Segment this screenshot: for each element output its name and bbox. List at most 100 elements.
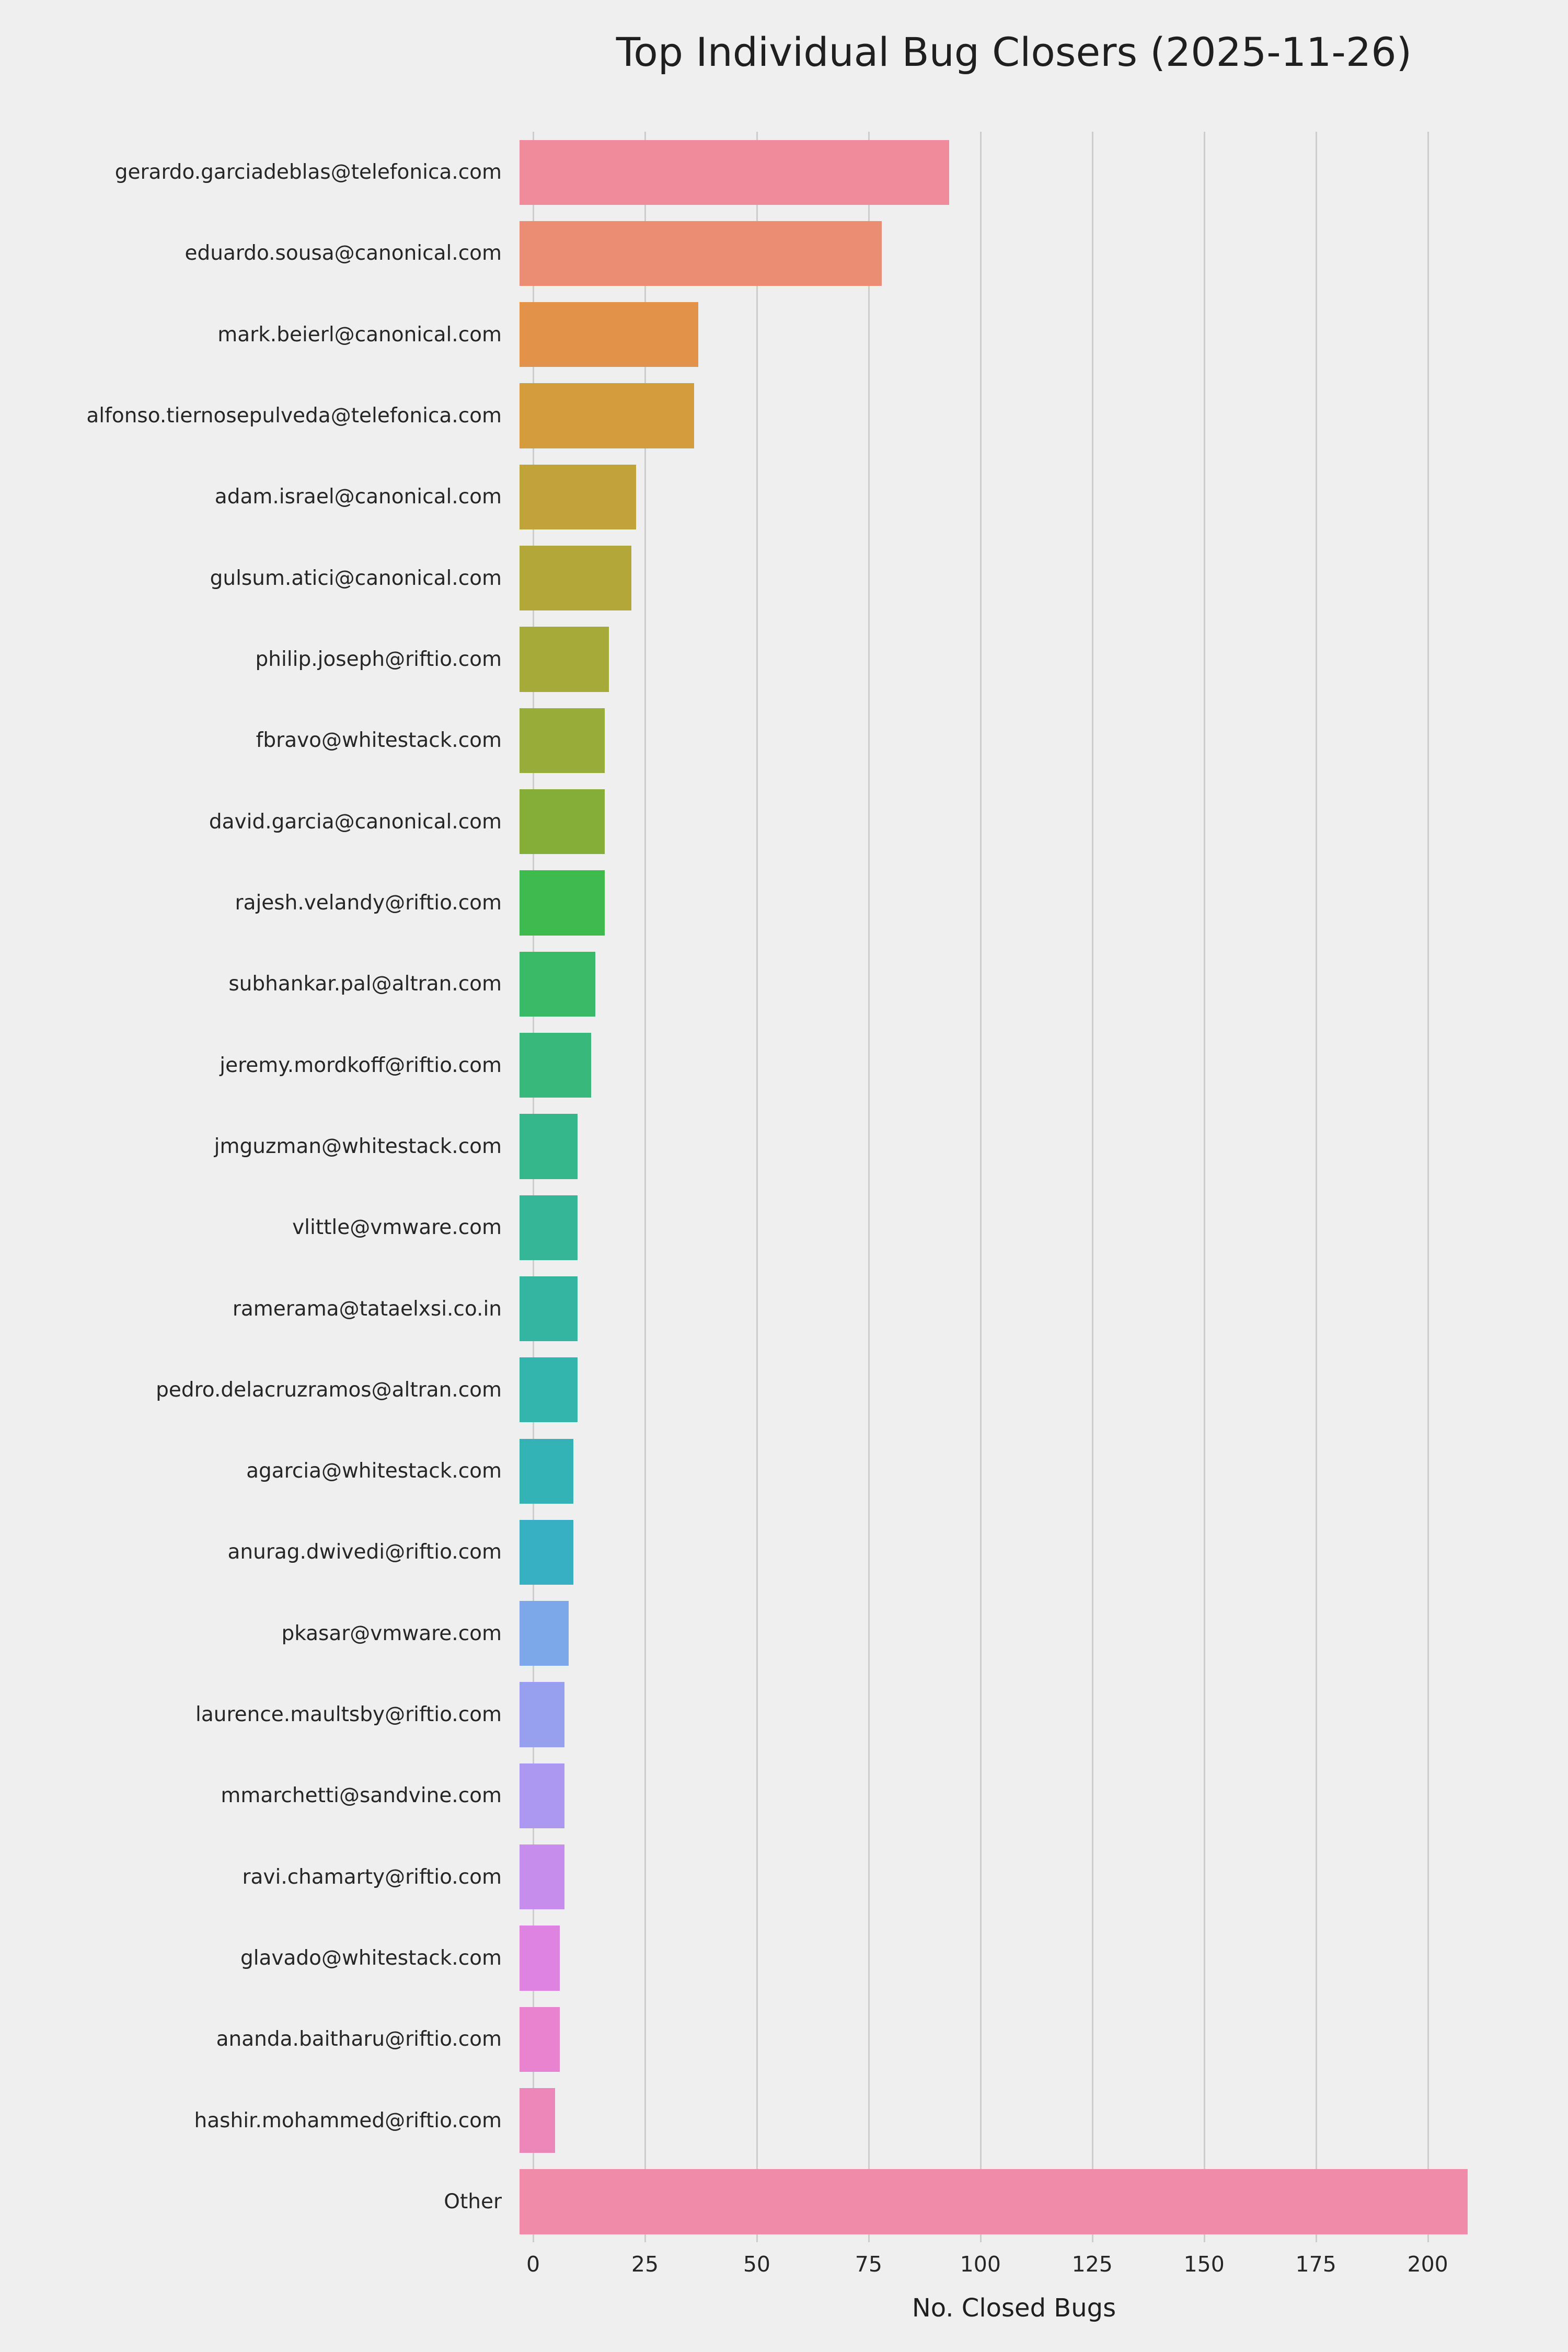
bar-rows: gerardo.garciadeblas@telefonica.com eduar… <box>0 132 1495 2242</box>
x-axis-ticks: 0 25 50 75 100 125 150 175 200 <box>526 2252 1495 2283</box>
bar <box>520 221 882 286</box>
bar <box>520 789 605 855</box>
bar <box>520 708 605 773</box>
table-row: ramerama@tataelxsi.co.in <box>0 1268 1495 1349</box>
x-tick-label: 125 <box>1071 2252 1113 2277</box>
table-row: anurag.dwivedi@riftio.com <box>0 1512 1495 1593</box>
bar-track <box>520 1999 1481 2080</box>
bar-track <box>520 456 1481 537</box>
x-tick-label: 175 <box>1295 2252 1336 2277</box>
bar-track <box>520 1755 1481 1836</box>
table-row: agarcia@whitestack.com <box>0 1431 1495 1512</box>
bar-track <box>520 1512 1481 1593</box>
x-tick-label: 150 <box>1183 2252 1225 2277</box>
x-tick-label: 50 <box>743 2252 770 2277</box>
table-row: vlittle@vmware.com <box>0 1187 1495 1268</box>
category-label: jeremy.mordkoff@riftio.com <box>220 1053 502 1077</box>
bar-track <box>520 1024 1481 1105</box>
category-label: agarcia@whitestack.com <box>246 1459 502 1483</box>
table-row: subhankar.pal@altran.com <box>0 943 1495 1024</box>
table-row: glavado@whitestack.com <box>0 1918 1495 1999</box>
bar-track <box>520 781 1481 862</box>
table-row: adam.israel@canonical.com <box>0 456 1495 537</box>
bar-track <box>520 1187 1481 1268</box>
gridline <box>1203 132 1205 2242</box>
bar-track <box>520 1674 1481 1755</box>
table-row: Other <box>0 2161 1495 2242</box>
bar <box>520 870 605 936</box>
bar <box>520 2007 560 2072</box>
table-row: laurence.maultsby@riftio.com <box>0 1674 1495 1755</box>
table-row: eduardo.sousa@canonical.com <box>0 213 1495 294</box>
bar-track <box>520 1431 1481 1512</box>
category-label: rajesh.velandy@riftio.com <box>235 891 502 915</box>
category-label: jmguzman@whitestack.com <box>214 1134 502 1158</box>
table-row: mmarchetti@sandvine.com <box>0 1755 1495 1836</box>
table-row: ananda.baitharu@riftio.com <box>0 1999 1495 2080</box>
category-label: eduardo.sousa@canonical.com <box>185 241 502 266</box>
chart-title: Top Individual Bug Closers (2025-11-26) <box>616 29 1412 75</box>
category-label: pedro.delacruzramos@altran.com <box>156 1378 502 1402</box>
table-row: fbravo@whitestack.com <box>0 700 1495 781</box>
bar-track <box>520 1268 1481 1349</box>
bar <box>520 1114 578 1179</box>
bar-track <box>520 1837 1481 1918</box>
bar <box>520 140 949 205</box>
bar <box>520 1519 573 1585</box>
gridline <box>533 132 534 2242</box>
bar <box>520 1276 578 1342</box>
bar-track <box>520 862 1481 943</box>
category-label: ravi.chamarty@riftio.com <box>242 1865 502 1889</box>
bar-track <box>520 375 1481 456</box>
category-label: vlittle@vmware.com <box>292 1216 502 1240</box>
category-label: ramerama@tataelxsi.co.in <box>232 1297 502 1321</box>
bar-track <box>520 700 1481 781</box>
bar-track <box>520 213 1481 294</box>
bar <box>520 1601 569 1666</box>
table-row: hashir.mohammed@riftio.com <box>0 2080 1495 2161</box>
bar <box>520 1763 564 1829</box>
table-row: jeremy.mordkoff@riftio.com <box>0 1024 1495 1105</box>
bar <box>520 2169 1468 2234</box>
table-row: pedro.delacruzramos@altran.com <box>0 1350 1495 1431</box>
bar <box>520 1844 564 1910</box>
gridline <box>1091 132 1093 2242</box>
category-label: gerardo.garciadeblas@telefonica.com <box>114 160 502 185</box>
bar-track <box>520 1593 1481 1674</box>
x-tick-label: 25 <box>631 2252 659 2277</box>
category-label: gulsum.atici@canonical.com <box>210 566 502 590</box>
table-row: jmguzman@whitestack.com <box>0 1106 1495 1187</box>
table-row: pkasar@vmware.com <box>0 1593 1495 1674</box>
table-row: rajesh.velandy@riftio.com <box>0 862 1495 943</box>
category-label: mark.beierl@canonical.com <box>217 322 502 347</box>
table-row: gerardo.garciadeblas@telefonica.com <box>0 132 1495 213</box>
gridline <box>868 132 870 2242</box>
gridline <box>756 132 758 2242</box>
bar-track <box>520 294 1481 375</box>
x-tick-label: 200 <box>1407 2252 1448 2277</box>
category-label: subhankar.pal@altran.com <box>228 972 502 996</box>
x-axis-label: No. Closed Bugs <box>912 2293 1116 2323</box>
category-label: alfonso.tiernosepulveda@telefonica.com <box>86 404 502 428</box>
x-tick-label: 100 <box>960 2252 1001 2277</box>
bar-track <box>520 2161 1481 2242</box>
bar-track <box>520 538 1481 619</box>
category-label: ananda.baitharu@riftio.com <box>216 2027 502 2051</box>
bar <box>520 2088 556 2153</box>
bar-track <box>520 2080 1481 2161</box>
category-label: pkasar@vmware.com <box>281 1621 502 1645</box>
gridline <box>1427 132 1429 2242</box>
category-label: hashir.mohammed@riftio.com <box>194 2108 502 2132</box>
bar-track <box>520 1350 1481 1431</box>
bar <box>520 1195 578 1260</box>
gridline <box>644 132 646 2242</box>
bar <box>520 1357 578 1423</box>
category-label: mmarchetti@sandvine.com <box>221 1784 502 1808</box>
table-row: philip.joseph@riftio.com <box>0 619 1495 700</box>
bar <box>520 383 694 448</box>
gridline <box>1315 132 1317 2242</box>
bar <box>520 1682 564 1747</box>
bar-track <box>520 1918 1481 1999</box>
plot-area <box>533 132 1495 2242</box>
category-label: glavado@whitestack.com <box>240 1946 502 1970</box>
